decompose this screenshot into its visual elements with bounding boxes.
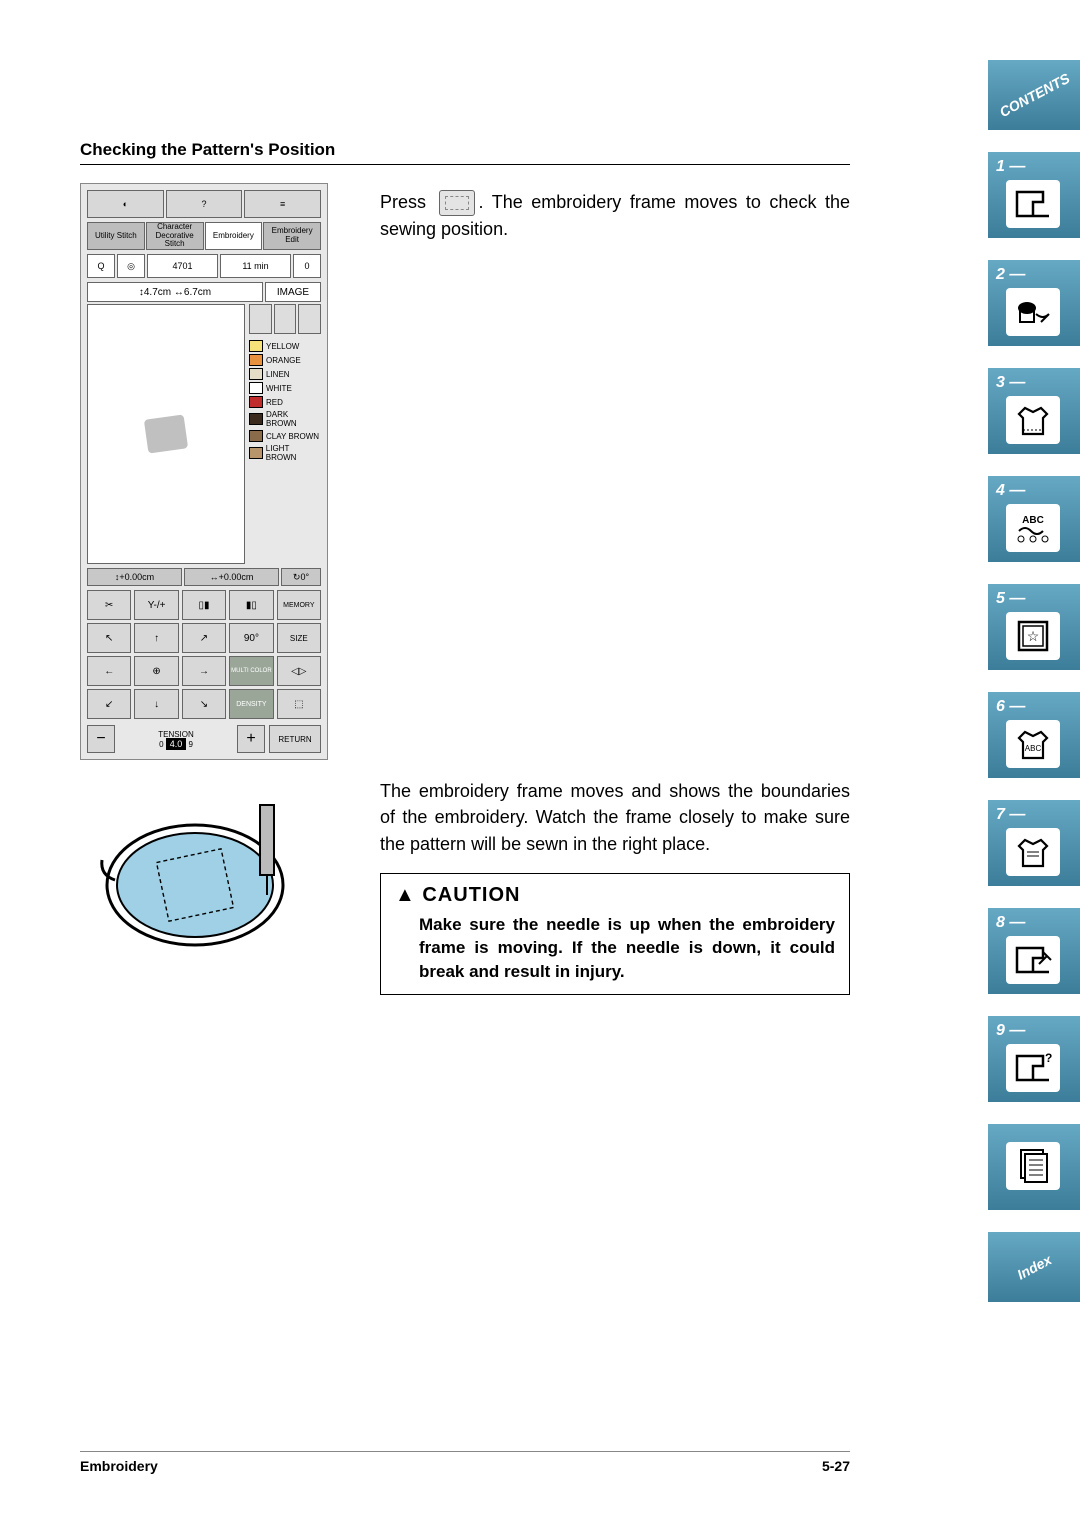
tension-minus-button[interactable]: − [87,725,115,753]
panel-top-icon-2[interactable]: ? [166,190,243,218]
return-button[interactable]: RETURN [269,725,321,753]
shirt3-icon [1006,828,1060,876]
svg-text:ABC: ABC [1025,744,1042,753]
hoop-size-2[interactable] [274,304,297,334]
hoop-icon: ◎ [117,254,145,278]
side-tab-contents[interactable]: CONTENTS [988,60,1080,130]
tab-embroidery[interactable]: Embroidery [205,222,263,250]
shirt2-icon: ABC [1006,720,1060,768]
machine2-icon [1006,936,1060,984]
instruction-para-1: Press . The embroidery frame moves to ch… [380,189,850,242]
hoop-size-1[interactable] [249,304,272,334]
offset-y: ↕+ 0.00cm [87,568,182,586]
color-white: WHITE [249,382,321,394]
panel-top-icon-1[interactable]: ◐ [87,190,164,218]
machine-icon [1006,180,1060,228]
side-tab-1[interactable]: 1 — [988,152,1080,238]
side-tab-6[interactable]: 6 — ABC [988,692,1080,778]
move-s-button[interactable]: ↓ [134,689,178,719]
image-button[interactable]: IMAGE [265,282,321,302]
move-se-button[interactable]: ↘ [182,689,226,719]
color-dark-brown: DARK BROWN [249,410,321,428]
caution-box: ▲ CAUTION Make sure the needle is up whe… [380,873,850,995]
star-frame-icon: ☆ [1006,612,1060,660]
flip-button[interactable]: ◁▷ [277,656,321,686]
tab-character[interactable]: Character Decorative Stitch [146,222,204,250]
section-header: Checking the Pattern's Position [80,140,850,165]
footer-section: Embroidery [80,1458,158,1474]
rotate-90-button[interactable]: 90° [229,623,273,653]
hoop-size-3[interactable] [298,304,321,334]
side-tab-7[interactable]: 7 — [988,800,1080,886]
multicolor-button[interactable]: MULTI COLOR [229,656,273,686]
panel-top-icon-3[interactable]: ≡ [244,190,321,218]
color-clay-brown: CLAY BROWN [249,430,321,442]
move-e-button[interactable]: → [182,656,226,686]
trace-button-icon [439,190,475,216]
thread-icon [1006,288,1060,336]
section-title: Checking the Pattern's Position [80,140,335,159]
machine-panel: ◐ ? ≡ Utility Stitch Character Decorativ… [80,183,328,760]
color-list: YELLOW ORANGE LINEN WHITE RED DARK BROWN… [249,304,321,564]
move-sw-button[interactable]: ↙ [87,689,131,719]
side-tab-4[interactable]: 4 — ABC [988,476,1080,562]
svg-text:ABC: ABC [1022,515,1044,526]
side-nav: CONTENTS 1 — 2 — 3 — 4 — ABC 5 — ☆ 6 — A… [988,60,1080,1302]
side-tab-index[interactable]: Index [988,1232,1080,1302]
side-tab-3[interactable]: 3 — [988,368,1080,454]
mode-tabs: Utility Stitch Character Decorative Stit… [87,222,321,250]
svg-text:☆: ☆ [1027,628,1040,644]
color-yellow: YELLOW [249,340,321,352]
svg-text:?!: ?! [1045,1051,1053,1065]
offset-x: ↔+ 0.00cm [184,568,279,586]
hoop-illustration [80,780,330,970]
time-remaining: 11 min [220,254,291,278]
side-tab-2[interactable]: 2 — [988,260,1080,346]
cut-button[interactable]: ✂ [87,590,131,620]
memory-button[interactable]: MEMORY [277,590,321,620]
shirt-icon [1006,396,1060,444]
side-tab-extra[interactable] [988,1124,1080,1210]
footer-page: 5-27 [822,1458,850,1474]
move-w-button[interactable]: ← [87,656,131,686]
y-adjust-button[interactable]: Y-/+ [134,590,178,620]
move-n-button[interactable]: ↑ [134,623,178,653]
mirror1-button[interactable]: ▯▮ [182,590,226,620]
color-light-brown: LIGHT BROWN [249,444,321,462]
machine3-icon: ?! [1006,1044,1060,1092]
mirror2-button[interactable]: ▮▯ [229,590,273,620]
stitch-count: 4701 [147,254,218,278]
caution-title: ▲ CAUTION [395,884,835,907]
abc-icon: ABC [1006,504,1060,552]
move-ne-button[interactable]: ↗ [182,623,226,653]
side-tab-9[interactable]: 9 — ?! [988,1016,1080,1102]
pattern-sketch [144,414,188,453]
status-right: 0 [293,254,321,278]
preview-canvas [87,304,245,564]
foot-icon: Q [87,254,115,278]
side-tab-5[interactable]: 5 — ☆ [988,584,1080,670]
color-red: RED [249,396,321,408]
tab-utility[interactable]: Utility Stitch [87,222,145,250]
page-footer: Embroidery 5-27 [80,1451,850,1474]
density-button[interactable]: DENSITY [229,689,273,719]
size-button[interactable]: SIZE [277,623,321,653]
caution-body: Make sure the needle is up when the embr… [395,913,835,984]
tension-label: TENSION 0 4.0 9 [119,730,233,749]
tab-embroidery-edit[interactable]: Embroidery Edit [263,222,321,250]
instruction-para-2: The embroidery frame moves and shows the… [380,778,850,856]
tension-plus-button[interactable]: + [237,725,265,753]
color-orange: ORANGE [249,354,321,366]
rotation: ↻ 0° [281,568,321,586]
trace-button[interactable]: ⬚ [277,689,321,719]
pattern-dimensions: ↕ 4.7cm ↔ 6.7cm [87,282,263,302]
color-linen: LINEN [249,368,321,380]
side-tab-8[interactable]: 8 — [988,908,1080,994]
center-button[interactable]: ⊕ [134,656,178,686]
pages-icon [1006,1142,1060,1190]
move-nw-button[interactable]: ↖ [87,623,131,653]
